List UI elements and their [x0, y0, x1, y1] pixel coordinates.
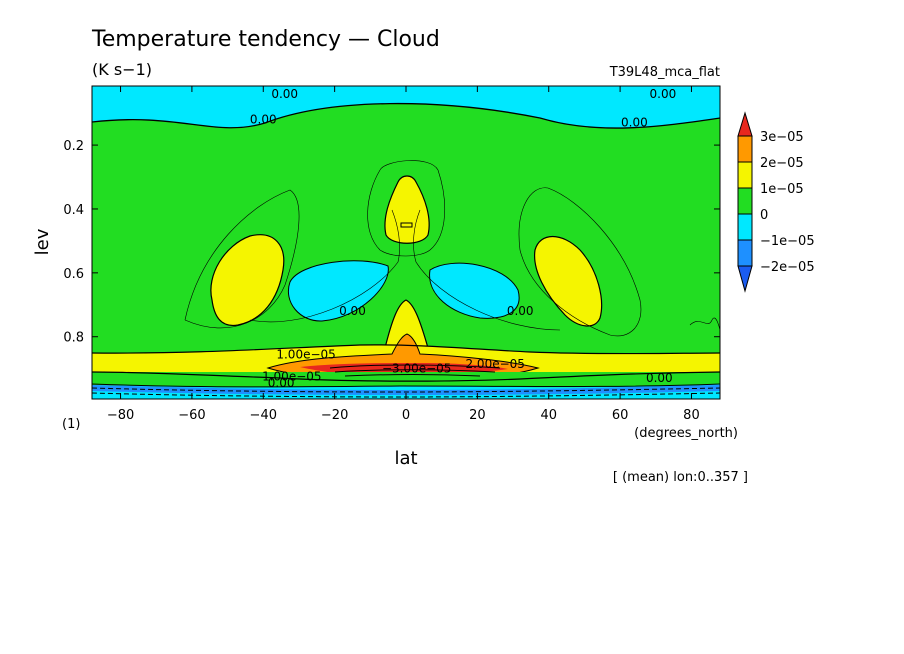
contour-band-bottom [92, 371, 720, 382]
y-tick-label: 0.8 [63, 331, 84, 346]
fill-cyan-right-blob [429, 262, 520, 319]
footer-note: [ (mean) lon:0..357 ] [613, 470, 748, 485]
colorbar-seg-blue [737, 239, 753, 267]
contour-label: 0.00 [621, 116, 648, 130]
chart-title: Temperature tendency — Cloud [91, 27, 440, 52]
contour-y-right [413, 209, 561, 331]
colorbar: 3e−05 2e−05 1e−05 0 −1e−05 −2e−05 [737, 111, 815, 293]
colorbar-level-label: −1e−05 [760, 234, 815, 249]
colorbar-seg-cyan [737, 213, 753, 241]
contour-label: 0.00 [250, 113, 277, 127]
contour-right-edge-wiggle [689, 317, 720, 331]
colorbar-level-label: 0 [760, 208, 768, 223]
y-tick-label: 0.6 [63, 267, 84, 282]
x-tick-label: −80 [107, 408, 134, 423]
contour-center-upper [367, 160, 445, 257]
colorbar-level-label: −2e−05 [760, 260, 815, 275]
contour-label: 1.00e−05 [262, 370, 321, 384]
x-tick-label: 40 [540, 408, 557, 423]
run-label: T39L48_mca_flat [609, 65, 720, 80]
y-tick-label: 0.4 [63, 203, 84, 218]
y-axis: 0.2 0.4 0.6 0.8 [63, 139, 720, 346]
contour-zero-top [92, 102, 720, 129]
colorbar-seg-green [737, 187, 753, 215]
x-tick-label: −20 [321, 408, 348, 423]
contour-label: 0.00 [646, 371, 673, 385]
colorbar-top-arrow [737, 111, 753, 137]
contour-bottom-dashed-1 [92, 387, 720, 393]
y-axis-label: lev [32, 228, 53, 255]
contour-label: −3.00e−05 [382, 362, 451, 376]
x-tick-label: 60 [612, 408, 629, 423]
plot-area: 0.000.000.000.000.00 0.001.00e−05−3.00e−0… [92, 86, 720, 399]
x-tick-label: 80 [683, 408, 700, 423]
contour-label: 0.00 [339, 304, 366, 318]
fill-yellow-right-blob [534, 236, 603, 327]
colorbar-level-label: 1e−05 [760, 182, 804, 197]
contour-outer-left-loop [184, 189, 300, 329]
x-tick-label: −60 [178, 408, 205, 423]
contour-core-line-2 [334, 369, 496, 373]
colorbar-level-label: 2e−05 [760, 156, 804, 171]
contour-small-box [400, 222, 413, 228]
x-axis: −80 −60 −40 −20 0 20 40 60 80 [107, 86, 700, 423]
contour-label: 0.00 [268, 376, 295, 390]
y-tick-label: 0.2 [63, 139, 84, 154]
contour-core-line-1 [329, 364, 501, 369]
contour-lower-green [92, 383, 720, 388]
x-axis-label: lat [394, 448, 417, 469]
colorbar-seg-orange [737, 135, 753, 163]
contour-band-top [92, 344, 720, 355]
x-tick-label: 0 [402, 408, 410, 423]
contour-label: 0.00 [271, 87, 298, 101]
x-axis-units: (degrees_north) [634, 426, 738, 441]
contour-lines [92, 102, 720, 398]
contour-label: 1.00e−05 [276, 347, 335, 361]
chart-units: (K s−1) [92, 60, 152, 79]
fill-bottom-blue-streak [92, 385, 720, 395]
fill-cyan-left-blob [288, 260, 389, 322]
contour-bottom-dashed-2 [92, 392, 720, 398]
colorbar-seg-yellow [737, 161, 753, 189]
x-tick-label: 20 [469, 408, 486, 423]
x-tick-label: −40 [250, 408, 277, 423]
fill-yellow-left-blob [210, 234, 285, 327]
colorbar-level-label: 3e−05 [760, 130, 804, 145]
contour-labels: 0.000.000.000.000.00 0.001.00e−05−3.00e−0… [250, 87, 676, 390]
fill-yellow-upper-core [384, 175, 430, 244]
contour-core-line-3 [344, 374, 481, 377]
fill-lower-green-band [92, 372, 720, 388]
panel-label: (1) [62, 417, 80, 432]
contour-label: 2.00e−05 [465, 357, 524, 371]
fill-yellow-column [384, 299, 429, 349]
colorbar-bottom-arrow [737, 265, 753, 293]
contour-label: 0.00 [507, 304, 534, 318]
colorbar-labels: 3e−05 2e−05 1e−05 0 −1e−05 −2e−05 [760, 130, 815, 275]
contour-label: 0.00 [650, 87, 677, 101]
